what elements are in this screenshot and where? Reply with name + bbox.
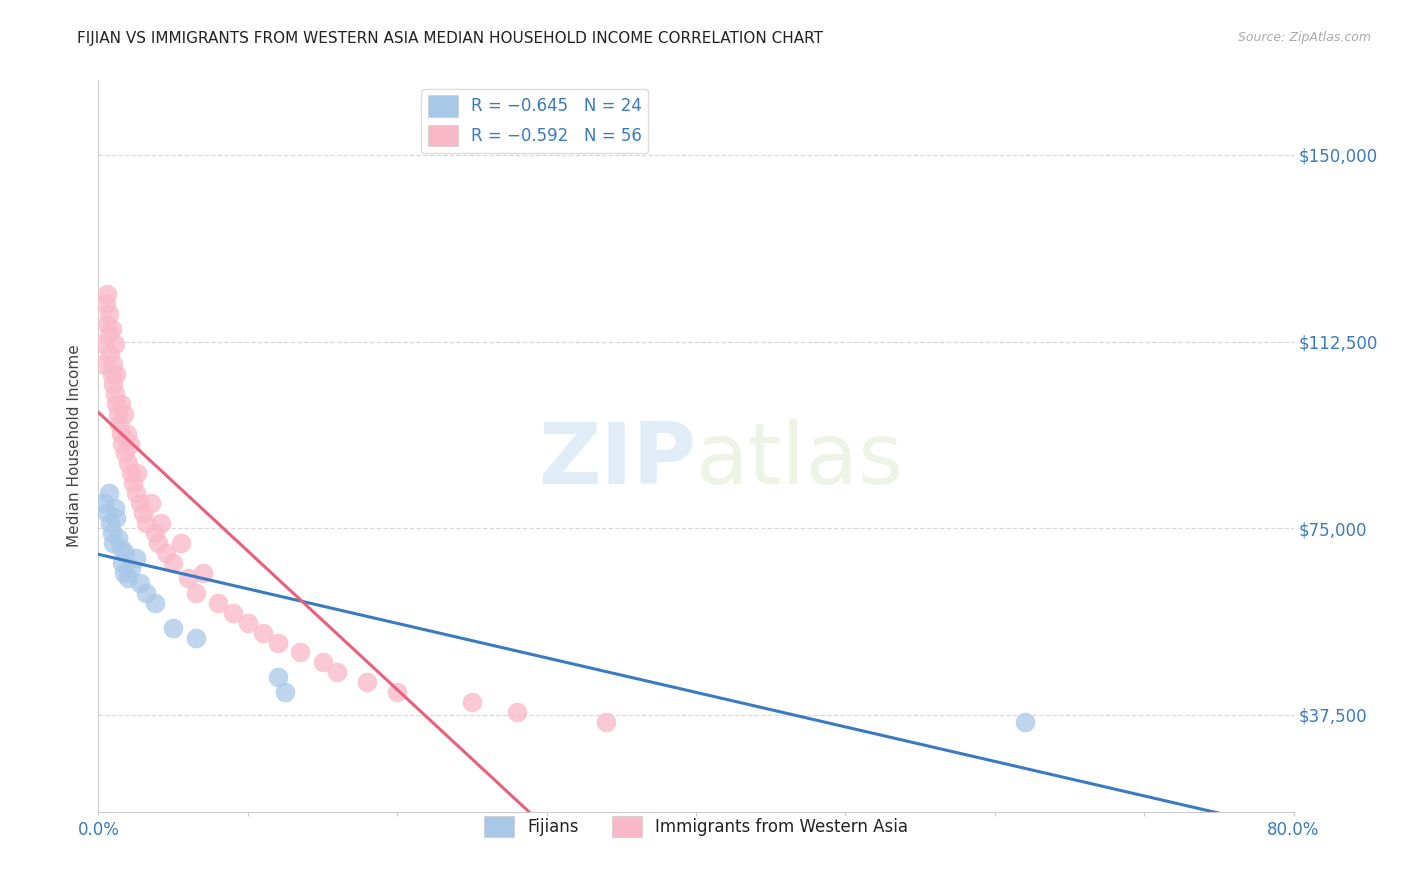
Point — [207, 596, 229, 610]
Point — [135, 516, 157, 530]
Point — [114, 546, 136, 560]
Y-axis label: Median Household Income: Median Household Income — [67, 344, 83, 548]
Point — [91, 357, 114, 371]
Point — [107, 531, 129, 545]
Text: Source: ZipAtlas.com: Source: ZipAtlas.com — [1237, 31, 1371, 45]
Point — [1014, 715, 1036, 730]
Point — [267, 635, 290, 649]
Point — [101, 367, 124, 381]
Point — [93, 496, 115, 510]
Point — [112, 407, 135, 421]
Point — [125, 486, 148, 500]
Point — [110, 397, 132, 411]
Point — [162, 556, 184, 570]
Point — [111, 436, 134, 450]
Point — [288, 645, 311, 659]
Point — [97, 326, 120, 341]
Point — [103, 376, 125, 391]
Point — [98, 516, 122, 530]
Point — [267, 670, 290, 684]
Point — [103, 536, 125, 550]
Point — [132, 506, 155, 520]
Point — [110, 541, 132, 555]
Point — [155, 546, 177, 560]
Point — [110, 426, 132, 441]
Point — [96, 287, 118, 301]
Point — [143, 596, 166, 610]
Point — [595, 715, 617, 730]
Point — [385, 685, 409, 699]
Point — [162, 621, 184, 635]
Point — [96, 317, 118, 331]
Point — [118, 436, 141, 450]
Point — [101, 526, 124, 541]
Point — [117, 457, 139, 471]
Point — [127, 467, 149, 481]
Point — [108, 417, 131, 431]
Point — [103, 357, 125, 371]
Point — [169, 536, 191, 550]
Point — [311, 656, 333, 670]
Text: ZIP: ZIP — [538, 419, 696, 502]
Text: atlas: atlas — [696, 419, 904, 502]
Point — [101, 322, 124, 336]
Point — [104, 501, 127, 516]
Point — [120, 467, 142, 481]
Point — [104, 386, 127, 401]
Point — [356, 675, 378, 690]
Point — [236, 615, 259, 630]
Point — [112, 566, 135, 580]
Point — [105, 397, 128, 411]
Point — [326, 665, 349, 680]
Point — [105, 367, 128, 381]
Point — [184, 586, 207, 600]
Legend: Fijians, Immigrants from Western Asia: Fijians, Immigrants from Western Asia — [477, 809, 915, 844]
Point — [93, 337, 115, 351]
Point — [125, 551, 148, 566]
Point — [143, 526, 166, 541]
Point — [150, 516, 173, 530]
Point — [177, 571, 200, 585]
Point — [139, 496, 162, 510]
Point — [104, 337, 127, 351]
Point — [222, 606, 245, 620]
Point — [274, 685, 297, 699]
Point — [114, 446, 136, 460]
Point — [461, 695, 484, 709]
Point — [115, 426, 138, 441]
Point — [148, 536, 170, 550]
Point — [120, 561, 142, 575]
Point — [111, 556, 134, 570]
Point — [96, 506, 118, 520]
Point — [121, 476, 143, 491]
Point — [129, 575, 152, 590]
Point — [191, 566, 214, 580]
Point — [117, 571, 139, 585]
Point — [506, 705, 529, 719]
Point — [107, 407, 129, 421]
Text: FIJIAN VS IMMIGRANTS FROM WESTERN ASIA MEDIAN HOUSEHOLD INCOME CORRELATION CHART: FIJIAN VS IMMIGRANTS FROM WESTERN ASIA M… — [77, 31, 824, 46]
Point — [252, 625, 274, 640]
Point — [94, 297, 117, 311]
Point — [129, 496, 152, 510]
Point — [184, 631, 207, 645]
Point — [105, 511, 128, 525]
Point — [97, 307, 120, 321]
Point — [135, 586, 157, 600]
Point — [97, 486, 120, 500]
Point — [98, 347, 122, 361]
